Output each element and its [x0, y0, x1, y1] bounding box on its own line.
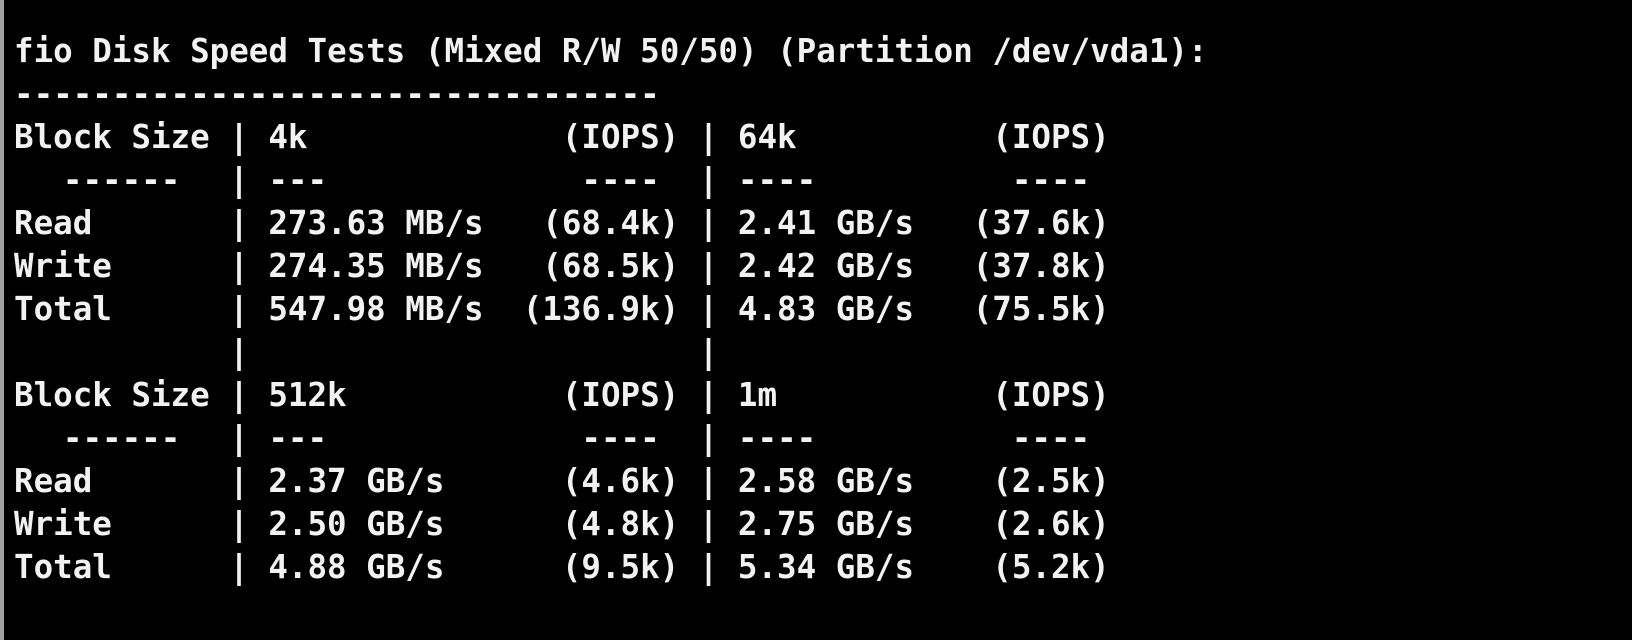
underline-dashes: ---- — [581, 419, 660, 457]
table-row: Write | 274.35 MB/s (68.5k) | 2.42 GB/s … — [14, 245, 1632, 288]
column-divider: | — [229, 462, 249, 500]
underline-dashes: --- — [268, 161, 328, 199]
column-divider: | — [698, 548, 719, 586]
row-label: Write — [14, 505, 112, 543]
table-row: Total | 4.88 GB/s (9.5k) | 5.34 GB/s (5.… — [14, 546, 1632, 589]
underline-dashes: --- — [268, 419, 328, 457]
column-divider: | — [698, 247, 719, 285]
iops-value: (4.6k) — [561, 462, 680, 500]
block-size-64k-label: 64k — [737, 118, 797, 156]
table-row: Read | 2.37 GB/s (4.6k) | 2.58 GB/s (2.5… — [14, 460, 1632, 503]
column-divider: | — [698, 118, 719, 156]
column-divider: | — [698, 204, 719, 242]
column-divider: | — [698, 462, 719, 500]
column-divider: | — [698, 376, 719, 414]
iops-value: (5.2k) — [992, 548, 1110, 586]
underline-dashes: ---- — [737, 161, 817, 199]
row-label: Read — [14, 462, 93, 500]
speed-value: 2.42 GB/s — [737, 247, 915, 285]
speed-value: 5.34 GB/s — [737, 548, 915, 586]
iops-value: (37.8k) — [972, 247, 1110, 285]
iops-header-label: (IOPS) — [561, 118, 680, 156]
column-divider: | — [229, 505, 249, 543]
column-divider: | — [698, 333, 719, 371]
column-divider: | — [229, 548, 249, 586]
underline-dashes: ---- — [737, 419, 817, 457]
title-separator: --------------------------------- — [14, 75, 660, 113]
iops-value: (68.5k) — [542, 247, 680, 285]
speed-value: 2.41 GB/s — [737, 204, 915, 242]
column-divider: | — [229, 419, 249, 457]
column-divider: | — [229, 333, 249, 371]
underline-dashes: ------ — [62, 161, 181, 199]
iops-value: (136.9k) — [522, 290, 680, 328]
column-divider: | — [229, 290, 249, 328]
speed-value: 2.75 GB/s — [737, 505, 915, 543]
table-row: Total | 547.98 MB/s (136.9k) | 4.83 GB/s… — [14, 288, 1632, 331]
speed-value: 2.50 GB/s — [268, 505, 445, 543]
iops-value: (2.5k) — [992, 462, 1110, 500]
speed-value: 273.63 MB/s — [268, 204, 484, 242]
block-size-1m-label: 1m — [737, 376, 778, 414]
table-row: Read | 273.63 MB/s (68.4k) | 2.41 GB/s (… — [14, 202, 1632, 245]
iops-header-label: (IOPS) — [561, 376, 680, 414]
speed-value: 2.37 GB/s — [268, 462, 445, 500]
speed-value: 2.58 GB/s — [737, 462, 915, 500]
row-label: Total — [14, 290, 112, 328]
iops-value: (37.6k) — [972, 204, 1110, 242]
iops-value: (68.4k) — [542, 204, 680, 242]
row-label: Total — [14, 548, 112, 586]
iops-header-label: (IOPS) — [992, 376, 1110, 414]
speed-value: 274.35 MB/s — [268, 247, 484, 285]
terminal-output: fio Disk Speed Tests (Mixed R/W 50/50) (… — [4, 0, 1632, 589]
iops-value: (9.5k) — [561, 548, 680, 586]
table1-underline-row: ------ | --- ---- | ---- ---- — [14, 159, 1632, 202]
column-divider: | — [698, 419, 719, 457]
table2-underline-row: ------ | --- ---- | ---- ---- — [14, 417, 1632, 460]
table1-header-row: Block Size | 4k (IOPS) | 64k (IOPS) — [14, 116, 1632, 159]
row-label: Read — [14, 204, 93, 242]
iops-value: (75.5k) — [972, 290, 1110, 328]
block-size-header: Block Size — [14, 376, 210, 414]
underline-dashes: ---- — [1011, 161, 1091, 199]
column-divider: | — [698, 161, 719, 199]
block-size-512k-label: 512k — [268, 376, 347, 414]
underline-dashes: ------ — [62, 419, 181, 457]
column-divider: | — [229, 376, 249, 414]
speed-value: 4.88 GB/s — [268, 548, 445, 586]
block-size-4k-label: 4k — [268, 118, 308, 156]
table-row: Write | 2.50 GB/s (4.8k) | 2.75 GB/s (2.… — [14, 503, 1632, 546]
table2-header-row: Block Size | 512k (IOPS) | 1m (IOPS) — [14, 374, 1632, 417]
column-divider: | — [698, 505, 719, 543]
underline-dashes: ---- — [581, 161, 660, 199]
iops-header-label: (IOPS) — [992, 118, 1110, 156]
column-divider: | — [229, 161, 249, 199]
column-divider: | — [698, 290, 719, 328]
iops-value: (2.6k) — [992, 505, 1110, 543]
speed-value: 547.98 MB/s — [268, 290, 484, 328]
speed-value: 4.83 GB/s — [737, 290, 915, 328]
block-size-header: Block Size — [14, 118, 210, 156]
iops-value: (4.8k) — [561, 505, 680, 543]
column-divider: | — [229, 118, 249, 156]
column-divider: | — [229, 247, 249, 285]
table-spacer-row: | | — [14, 331, 1632, 374]
underline-dashes: ---- — [1011, 419, 1091, 457]
row-label: Write — [14, 247, 112, 285]
column-divider: | — [229, 204, 249, 242]
test-title: fio Disk Speed Tests (Mixed R/W 50/50) (… — [14, 32, 1208, 70]
